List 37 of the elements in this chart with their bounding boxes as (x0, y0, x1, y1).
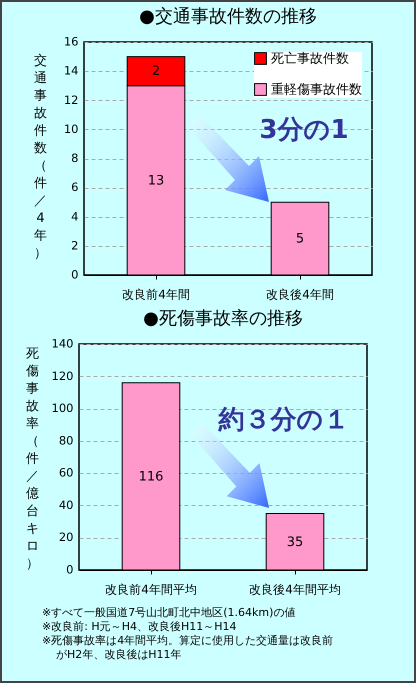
x-tick-label: 改良後4年間平均 (249, 582, 341, 596)
data-label: 5 (296, 232, 304, 247)
y-tick-label: 10 (64, 122, 78, 136)
y-tick-label: 16 (64, 34, 78, 48)
text: 死傷事故率（件／億台キロ） (26, 346, 39, 572)
y-tick-label: 80 (58, 433, 74, 448)
x-tick-label: 改良後4年間 (266, 288, 334, 302)
y-tick-label: 6 (71, 180, 78, 194)
y-tick-label: 14 (64, 64, 78, 78)
legend-label: 重軽傷事故件数 (271, 82, 362, 98)
y-tick-label: 100 (52, 401, 74, 416)
legend-label: 死亡事故件数 (271, 50, 349, 66)
x-tick-label: 改良前4年間平均 (105, 582, 197, 596)
text: ※改良前: H元～H4、改良後H11～H14 (42, 620, 238, 634)
chart-title: ●交通事故件数の推移 (139, 6, 317, 27)
y-tick-label: 140 (52, 336, 74, 350)
y-tick-label: 0 (71, 268, 78, 282)
y-tick-label: 2 (71, 238, 78, 252)
y-tick-label: 0 (66, 562, 74, 576)
data-label: 2 (152, 64, 160, 80)
y-tick-label: 60 (58, 466, 74, 480)
text: 交通事故件数（件／4年） (34, 54, 47, 261)
data-label: 13 (148, 173, 164, 188)
annotation: 約３分の１ (218, 405, 350, 435)
text: ※すべて一般国道7号山北町北中地区(1.64km)の値 (42, 606, 296, 620)
y-tick-label: 12 (64, 92, 78, 107)
chart-title: ●死傷事故率の推移 (143, 308, 303, 329)
y-tick-label: 40 (58, 498, 74, 512)
data-label: 35 (286, 534, 304, 550)
x-tick-label: 改良前4年間 (122, 288, 190, 302)
annotation: 3分の1 (259, 115, 349, 145)
text: ※死傷事故率は4年間平均。算定に使用した交通量は改良前がH2年、改良後はH11年 (42, 634, 334, 662)
y-tick-label: 4 (71, 209, 78, 224)
data-label: 116 (138, 469, 164, 484)
y-tick-label: 8 (71, 151, 78, 165)
y-tick-label: 20 (58, 530, 74, 544)
y-tick-label: 120 (52, 368, 74, 383)
